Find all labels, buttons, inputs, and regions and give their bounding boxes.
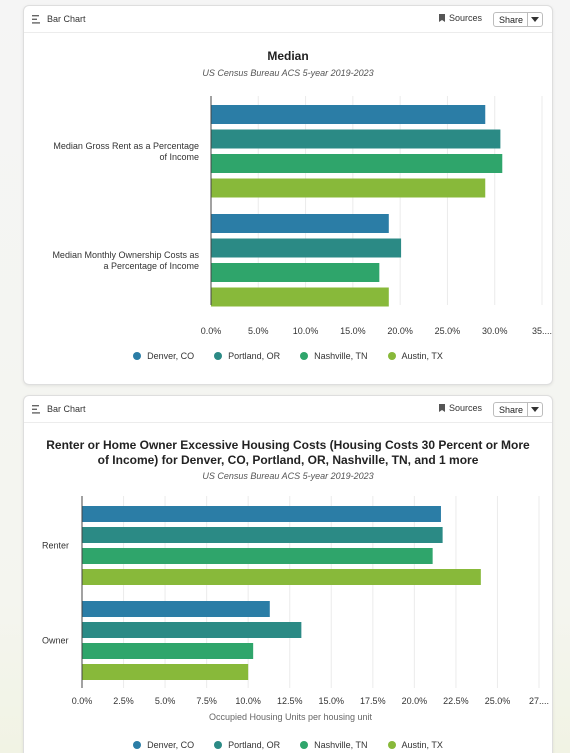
bar[interactable] — [82, 548, 433, 564]
legend-label: Denver, CO — [147, 351, 195, 361]
bar[interactable] — [82, 506, 441, 522]
x-tick-label: 17.5% — [360, 696, 386, 706]
legend-item[interactable]: Austin, TX — [387, 740, 443, 750]
share-dropdown-toggle[interactable] — [528, 407, 542, 412]
bar[interactable] — [82, 622, 302, 638]
sources-label: Sources — [448, 403, 482, 413]
sources-button[interactable]: Sources — [438, 13, 482, 23]
category-label: a Percentage of Income — [103, 261, 199, 271]
chart-type-label: Bar Chart — [47, 404, 86, 414]
x-tick-label: 2.5% — [113, 696, 134, 706]
legend-swatch — [214, 352, 223, 360]
bar[interactable] — [211, 238, 402, 258]
x-tick-label: 10.0% — [293, 326, 319, 336]
bar[interactable] — [211, 214, 389, 233]
share-divider — [527, 13, 528, 26]
bar-chart-icon — [32, 15, 40, 24]
legend-label: Nashville, TN — [314, 740, 368, 750]
x-tick-label: 30.0% — [482, 326, 508, 336]
bar[interactable] — [211, 263, 380, 282]
x-tick-label: 5.0% — [248, 326, 269, 336]
legend-item[interactable]: Nashville, TN — [300, 740, 368, 750]
chart-subtitle: US Census Bureau ACS 5-year 2019-2023 — [202, 68, 374, 78]
x-axis-label: Occupied Housing Units per housing unit — [209, 712, 373, 722]
bar[interactable] — [211, 105, 486, 124]
legend-item[interactable]: Denver, CO — [133, 740, 194, 750]
bookmark-icon — [438, 404, 445, 412]
x-tick-label: 5.0% — [155, 696, 176, 706]
legend-label: Portland, OR — [228, 740, 281, 750]
bar[interactable] — [82, 527, 443, 543]
chart-title: Renter or Home Owner Excessive Housing C… — [46, 438, 530, 467]
x-tick-label: 20.0% — [402, 696, 428, 706]
x-tick-label: 15.0% — [340, 326, 366, 336]
x-tick-label: 10.0% — [235, 696, 261, 706]
legend-item[interactable]: Austin, TX — [387, 351, 443, 361]
x-tick-label: 25.0% — [435, 326, 461, 336]
chart-card-median: Bar Chart Sources Share Median US Census… — [23, 5, 553, 385]
sources-label: Sources — [448, 13, 482, 23]
chart-subtitle: US Census Bureau ACS 5-year 2019-2023 — [202, 471, 374, 481]
bar[interactable] — [82, 664, 249, 680]
card-header: Bar Chart Sources Share — [24, 6, 552, 33]
x-tick-label: 0.0% — [72, 696, 93, 706]
legend-item[interactable]: Portland, OR — [214, 740, 280, 750]
x-tick-label: 27.... — [529, 696, 549, 706]
category-label: Renter — [42, 541, 69, 551]
legend-item[interactable]: Portland, OR — [214, 351, 280, 361]
legend-swatch — [387, 352, 396, 360]
legend-label: Nashville, TN — [314, 351, 368, 361]
chart-type-label: Bar Chart — [47, 14, 86, 24]
legend-item[interactable]: Denver, CO — [133, 351, 194, 361]
x-tick-label: 35.... — [532, 326, 552, 336]
category-label: Median Gross Rent as a Percentage — [53, 141, 199, 151]
x-tick-label: 22.5% — [443, 696, 469, 706]
legend-label: Austin, TX — [401, 740, 443, 750]
share-label: Share — [499, 404, 524, 415]
bar-chart-icon — [32, 405, 40, 414]
x-tick-label: 25.0% — [485, 696, 511, 706]
chevron-down-icon — [531, 407, 539, 412]
category-label: of Income — [159, 152, 199, 162]
bar-chart-excessive-housing-costs: Renter Owner 0.0% 2.5% 5.0% 7.5% 10.0% 12.5% 15.… — [42, 496, 549, 722]
chart-card-excessive-housing-costs: Bar Chart Sources Share Renter or Home O… — [23, 395, 553, 753]
category-label: Median Monthly Ownership Costs as — [52, 250, 199, 260]
x-tick-label: 15.0% — [319, 696, 345, 706]
share-divider — [527, 403, 528, 416]
legend-swatch — [300, 352, 309, 360]
bar[interactable] — [211, 287, 389, 307]
chart-title: Median — [267, 49, 309, 63]
category-label: Owner — [42, 636, 69, 646]
card-header: Bar Chart Sources Share — [24, 396, 552, 423]
bar[interactable] — [211, 178, 486, 198]
bookmark-icon — [438, 14, 445, 22]
bar[interactable] — [82, 569, 481, 585]
legend-label: Austin, TX — [401, 351, 443, 361]
x-tick-label: 0.0% — [201, 326, 222, 336]
share-button[interactable]: Share — [493, 12, 543, 27]
x-tick-label: 12.5% — [277, 696, 303, 706]
legend-swatch — [300, 741, 309, 749]
legend-swatch — [387, 741, 396, 749]
bar[interactable] — [82, 601, 270, 617]
legend-swatch — [133, 352, 142, 360]
bar[interactable] — [82, 643, 254, 659]
chevron-down-icon — [531, 17, 539, 22]
legend-swatch — [214, 741, 223, 749]
legend-label: Denver, CO — [147, 740, 195, 750]
share-label: Share — [499, 14, 524, 25]
bar[interactable] — [211, 129, 501, 149]
bar[interactable] — [211, 154, 503, 173]
x-tick-label: 7.5% — [196, 696, 217, 706]
legend-item[interactable]: Nashville, TN — [300, 351, 368, 361]
share-button[interactable]: Share — [493, 402, 543, 417]
sources-button[interactable]: Sources — [438, 403, 482, 413]
legend-label: Portland, OR — [228, 351, 281, 361]
chart-legend: Denver, CO Portland, OR Nashville, TN Austi… — [24, 351, 552, 361]
chart-legend: Denver, CO Portland, OR Nashville, TN Austi… — [24, 740, 552, 750]
legend-swatch — [133, 741, 142, 749]
x-tick-label: 20.0% — [387, 326, 413, 336]
share-dropdown-toggle[interactable] — [528, 17, 542, 22]
